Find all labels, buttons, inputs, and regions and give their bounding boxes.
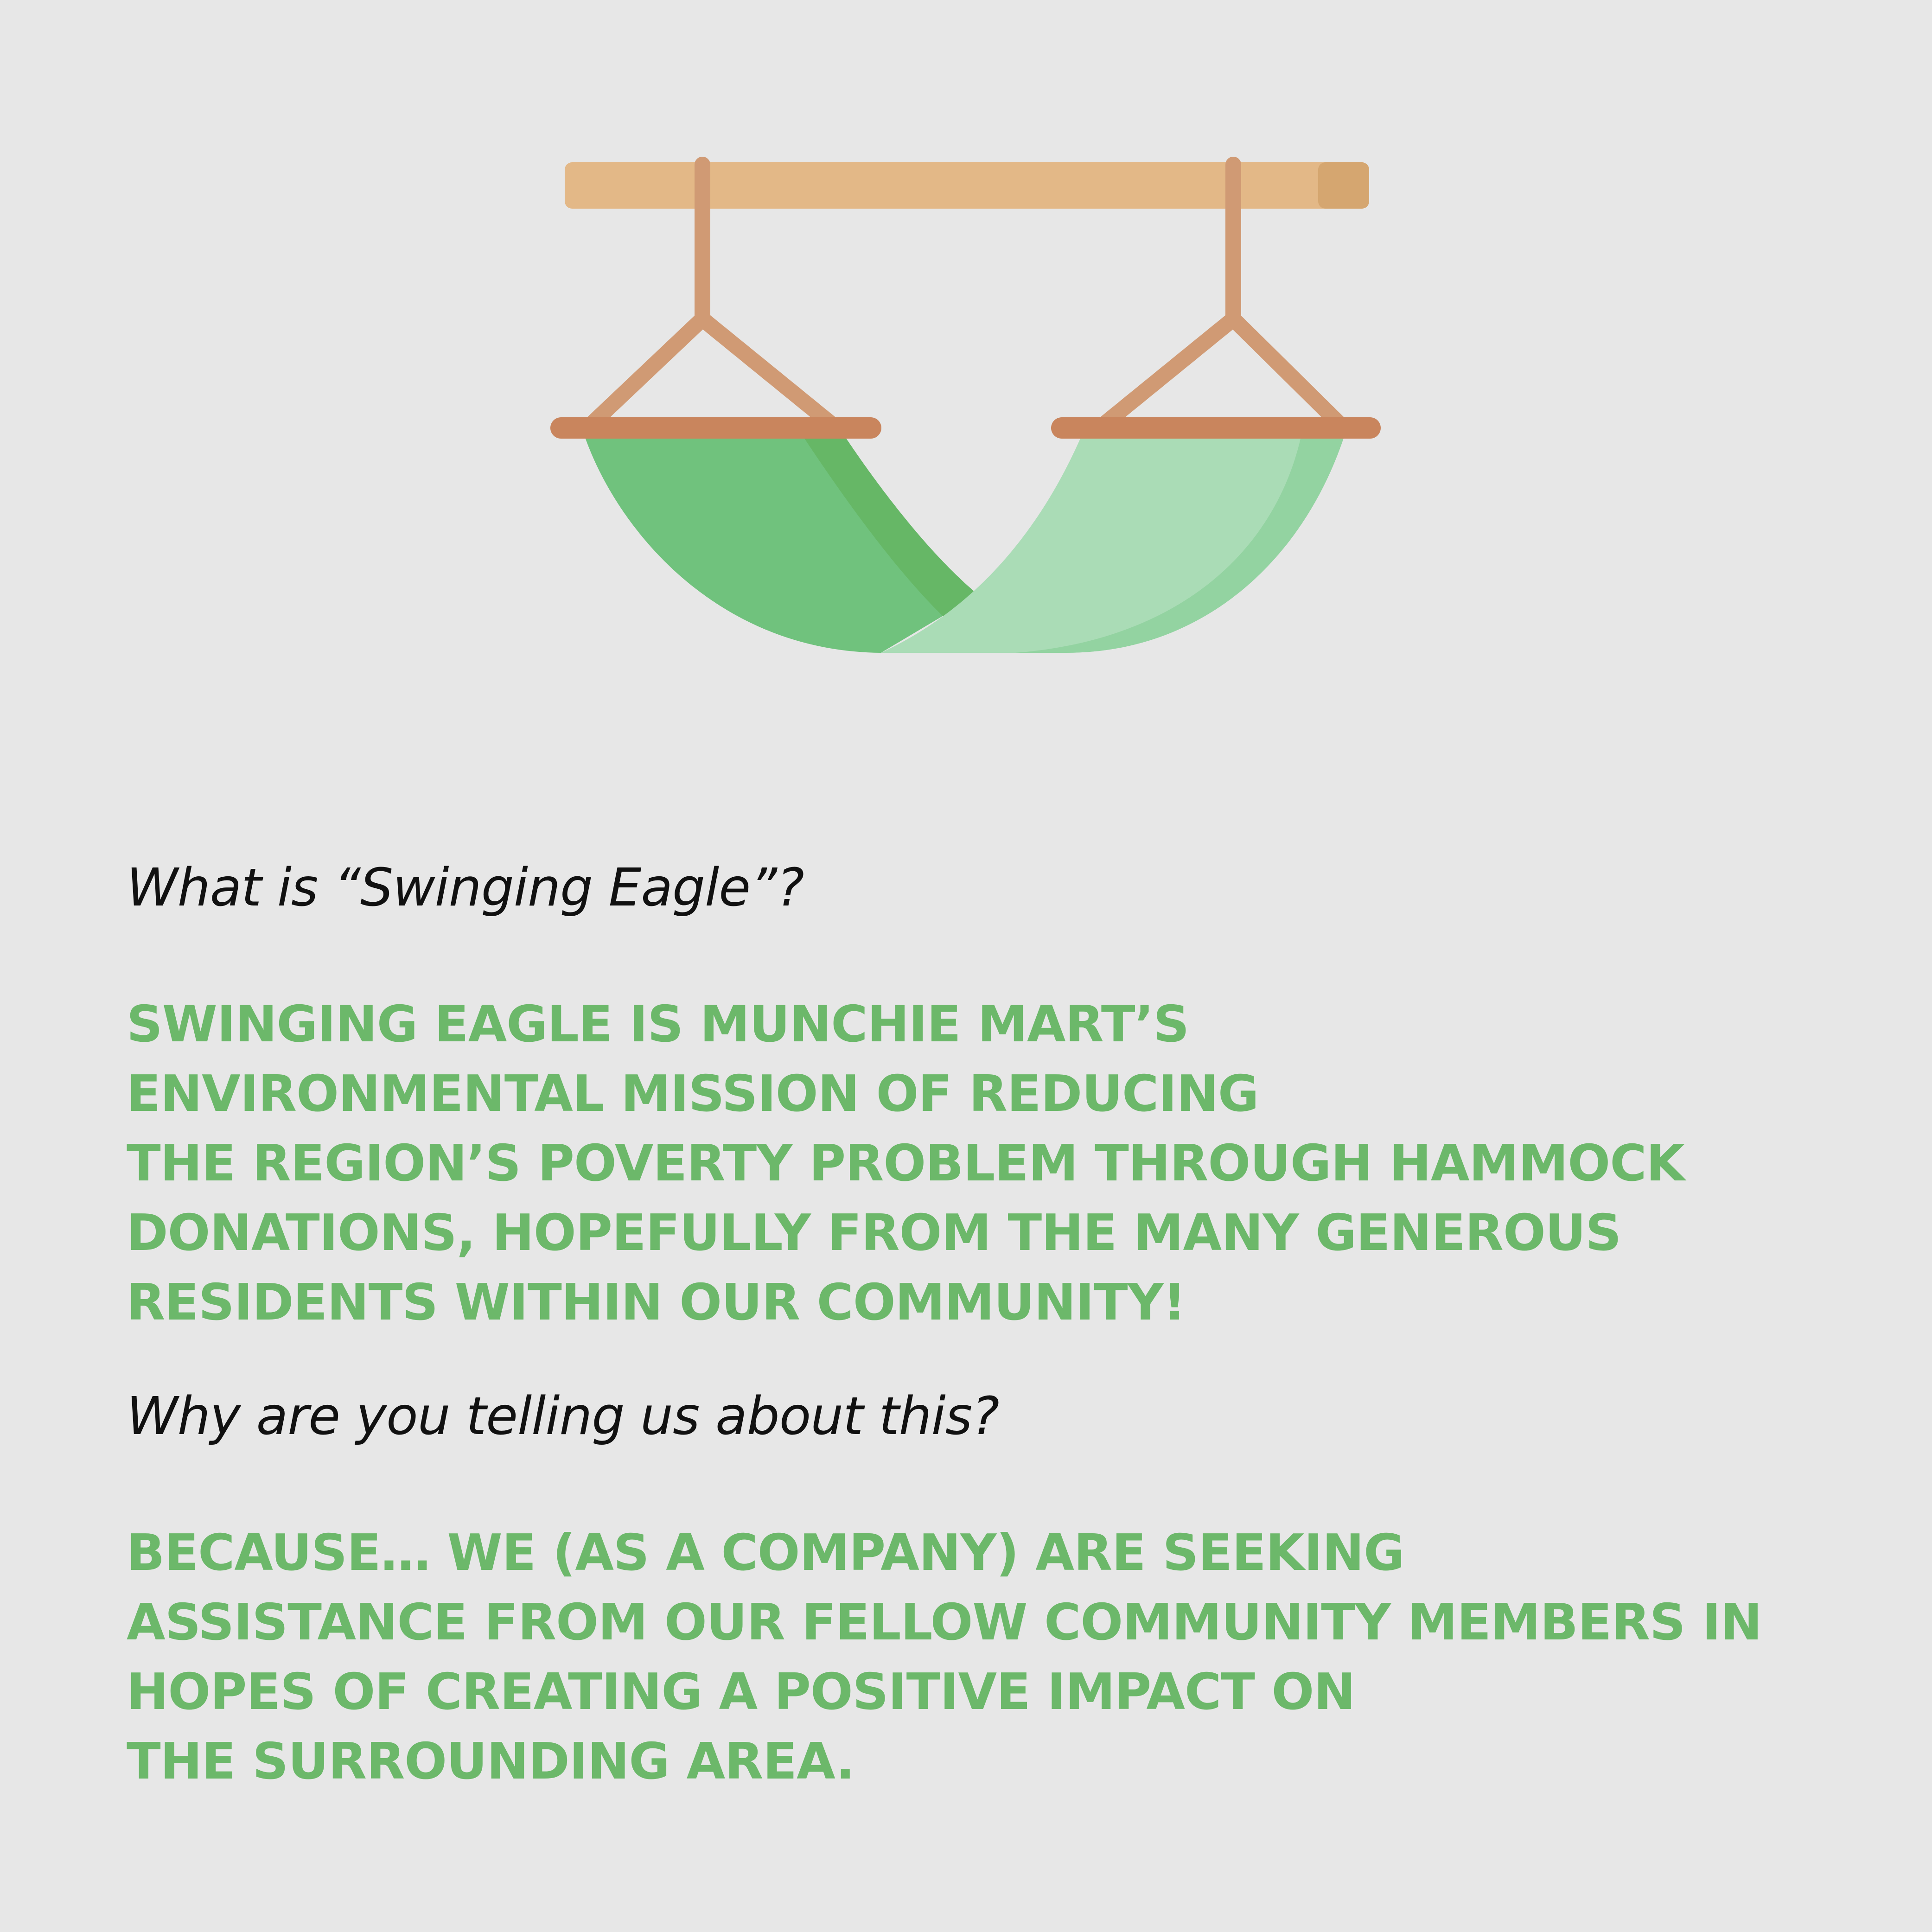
answer-line: THE REGION’S POVERTY PROBLEM THROUGH HAM… xyxy=(127,1135,1685,1192)
hammock-pole-end xyxy=(1318,162,1369,209)
answer-line: RESIDENTS WITHIN OUR COMMUNITY! xyxy=(127,1274,1186,1332)
hammock-fabric-left xyxy=(582,428,978,653)
answer-line: BECAUSE… WE (AS A COMPANY) ARE SEEKING xyxy=(127,1524,1405,1582)
answer-line: THE SURROUNDING AREA. xyxy=(127,1733,855,1791)
answer-why-telling: BECAUSE… WE (AS A COMPANY) ARE SEEKING A… xyxy=(127,1518,1762,1797)
answer-line: ASSISTANCE FROM OUR FELLOW COMMUNITY MEM… xyxy=(127,1594,1762,1651)
answer-line: HOPES OF CREATING A POSITIVE IMPACT ON xyxy=(127,1663,1356,1721)
question-why-telling: Why are you telling us about this? xyxy=(127,1386,1000,1447)
hammock-icon xyxy=(550,157,1381,653)
answer-line: SWINGING EAGLE IS MUNCHIE MART’S xyxy=(127,995,1189,1053)
question-what-is: What is “Swinging Eagle”? xyxy=(127,858,804,918)
answer-what-is: SWINGING EAGLE IS MUNCHIE MART’S ENVIRON… xyxy=(127,990,1685,1338)
hammock-pole xyxy=(565,162,1369,209)
hammock-fabric-right-edge xyxy=(1015,428,1347,653)
answer-line: ENVIRONMENTAL MISSION OF REDUCING xyxy=(127,1065,1259,1123)
hammock-fabric-fold xyxy=(797,428,978,619)
answer-line: DONATIONS, HOPEFULLY FROM THE MANY GENER… xyxy=(127,1204,1621,1262)
